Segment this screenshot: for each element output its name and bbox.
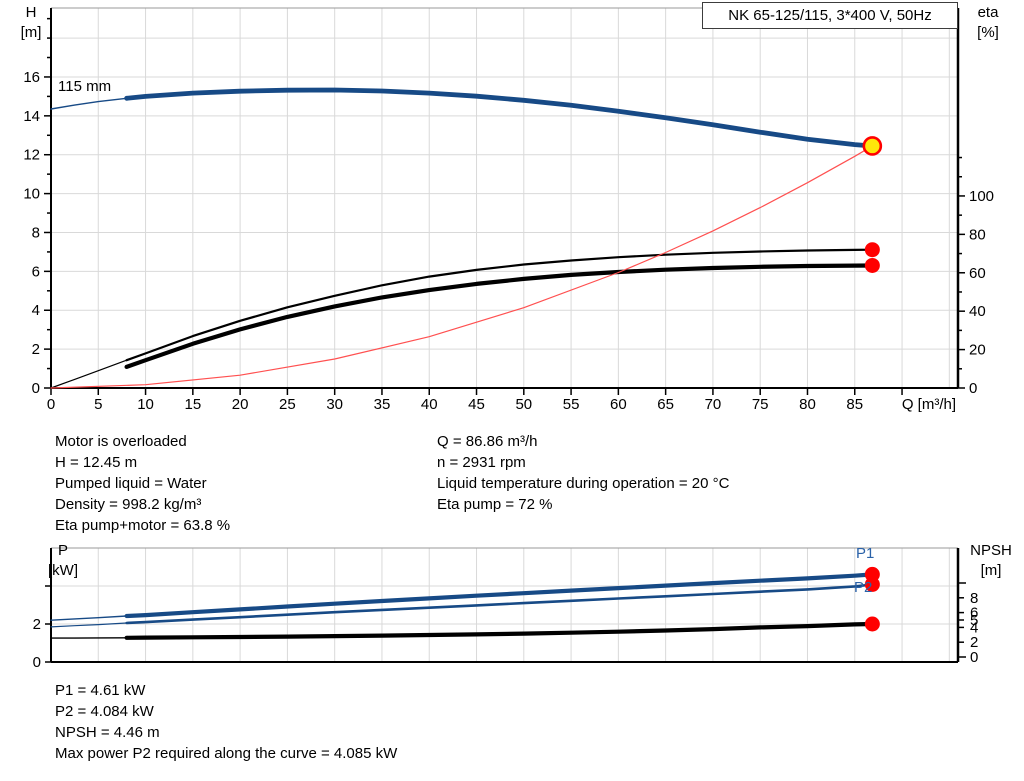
p2-point (864, 576, 880, 592)
left-tick-label: 8 (32, 224, 40, 241)
series-eta-pump (125, 248, 874, 362)
left-tick-label: 4 (32, 302, 40, 319)
h-axis-symbol: H (25, 4, 37, 21)
x-tick-label: 35 (374, 396, 391, 413)
x-tick-label: 65 (657, 396, 674, 413)
x-tick-label: 70 (705, 396, 722, 413)
p-axis-header: P [kW] (30, 541, 96, 581)
x-tick-label: 30 (326, 396, 343, 413)
h-axis-header: H [m] (12, 3, 50, 43)
x-tick-label: 60 (610, 396, 627, 413)
eta-axis-header: eta [%] (966, 3, 1010, 43)
right-tick-label: 60 (969, 265, 986, 282)
right-tick-label: 0 (969, 380, 977, 397)
result-text-right: Q = 86.86 m³/h n = 2931 rpm Liquid tempe… (437, 431, 729, 515)
p-axis-symbol: P (57, 542, 68, 559)
npsh-axis-unit: [m] (980, 562, 1002, 579)
npsh-axis-header: NPSH [m] (960, 541, 1022, 581)
npsh-point (864, 616, 880, 632)
series-system-curve (50, 145, 873, 389)
right-tick-label: 4 (970, 619, 978, 636)
flow-line: Q = 86.86 m³/h (437, 433, 538, 450)
x-tick-label: 40 (421, 396, 438, 413)
right-tick-label: 8 (970, 590, 978, 607)
left-tick-label: 6 (32, 263, 40, 280)
x-tick-label: 50 (515, 396, 532, 413)
pump-title-box: NK 65-125/115, 3*400 V, 50Hz (702, 2, 958, 29)
right-tick-label: 20 (969, 342, 986, 359)
right-tick-label: 0 (970, 649, 978, 666)
right-tick-label: 40 (969, 303, 986, 320)
result-text-left: Motor is overloaded H = 12.45 m Pumped l… (55, 431, 230, 536)
left-tick-label: 2 (32, 341, 40, 358)
h-axis-unit: [m] (20, 24, 42, 41)
series-p2 (125, 583, 874, 625)
right-tick-label: 2 (970, 634, 978, 651)
series-p1 (124, 572, 875, 619)
x-tick-label: 10 (137, 396, 154, 413)
left-tick-label: 0 (32, 380, 40, 397)
temperature-line: Liquid temperature during operation = 20… (437, 475, 730, 492)
p2-line: P2 = 4.084 kW (55, 703, 154, 720)
x-tick-label: 80 (799, 396, 816, 413)
eta-pump-point (864, 242, 880, 258)
left-tick-label: 0 (33, 654, 41, 671)
left-tick-label: 14 (23, 108, 40, 125)
x-tick-label: 0 (47, 396, 55, 413)
npsh-axis-symbol: NPSH (970, 542, 1012, 559)
series-eta-pump-lead (50, 359, 128, 389)
right-tick-label: 80 (969, 226, 986, 243)
eta-axis-symbol: eta (977, 4, 999, 21)
max-power-line: Max power P2 required along the curve = … (55, 745, 398, 762)
duty-point[interactable] (862, 136, 883, 156)
eta-total-line: Eta pump+motor = 63.8 % (55, 517, 231, 534)
right-tick-label: 100 (969, 188, 994, 205)
right-tick-label: 5 (970, 612, 978, 629)
x-tick-label: 75 (752, 396, 769, 413)
x-tick-label: 15 (184, 396, 201, 413)
series-h-curve-lead (50, 97, 128, 110)
series-h-curve (124, 87, 875, 149)
density-line: Density = 998.2 kg/m³ (55, 496, 202, 513)
impeller-size-label: 115 mm (58, 78, 112, 95)
npsh-line: NPSH = 4.46 m (55, 724, 160, 741)
right-tick-label: 6 (970, 605, 978, 622)
left-tick-label: 12 (23, 147, 40, 164)
series-p2-lead (50, 622, 128, 628)
result-text-bottom: P1 = 4.61 kW P2 = 4.084 kW NPSH = 4.46 m… (55, 680, 397, 764)
x-tick-label: 55 (563, 396, 580, 413)
p1-line: P1 = 4.61 kW (55, 682, 146, 699)
liquid-line: Pumped liquid = Water (55, 475, 207, 492)
head-line: H = 12.45 m (55, 454, 138, 471)
x-tick-label: 20 (232, 396, 249, 413)
x-tick-label: 45 (468, 396, 485, 413)
eta-pump-motor-point (864, 257, 880, 273)
x-tick-label: 5 (94, 396, 102, 413)
p-axis-unit: [kW] (48, 562, 78, 579)
series-p1-lead (50, 615, 128, 621)
eta-axis-unit: [%] (977, 24, 999, 41)
left-tick-label: 16 (23, 69, 40, 86)
x-tick-label: 85 (846, 396, 863, 413)
series-npsh (124, 621, 875, 640)
left-tick-label: 10 (23, 186, 40, 203)
status-line: Motor is overloaded (55, 433, 187, 450)
speed-line: n = 2931 rpm (437, 454, 526, 471)
eta-pump-line: Eta pump = 72 % (437, 496, 553, 513)
left-tick-label: 2 (33, 616, 41, 633)
x-tick-label: 25 (279, 396, 296, 413)
p1-curve-label: P1 (856, 545, 875, 562)
p2-curve-label: P2 (854, 579, 873, 596)
q-axis-label: Q [m³/h] (901, 396, 956, 413)
series-eta-pump-motor (124, 263, 875, 369)
